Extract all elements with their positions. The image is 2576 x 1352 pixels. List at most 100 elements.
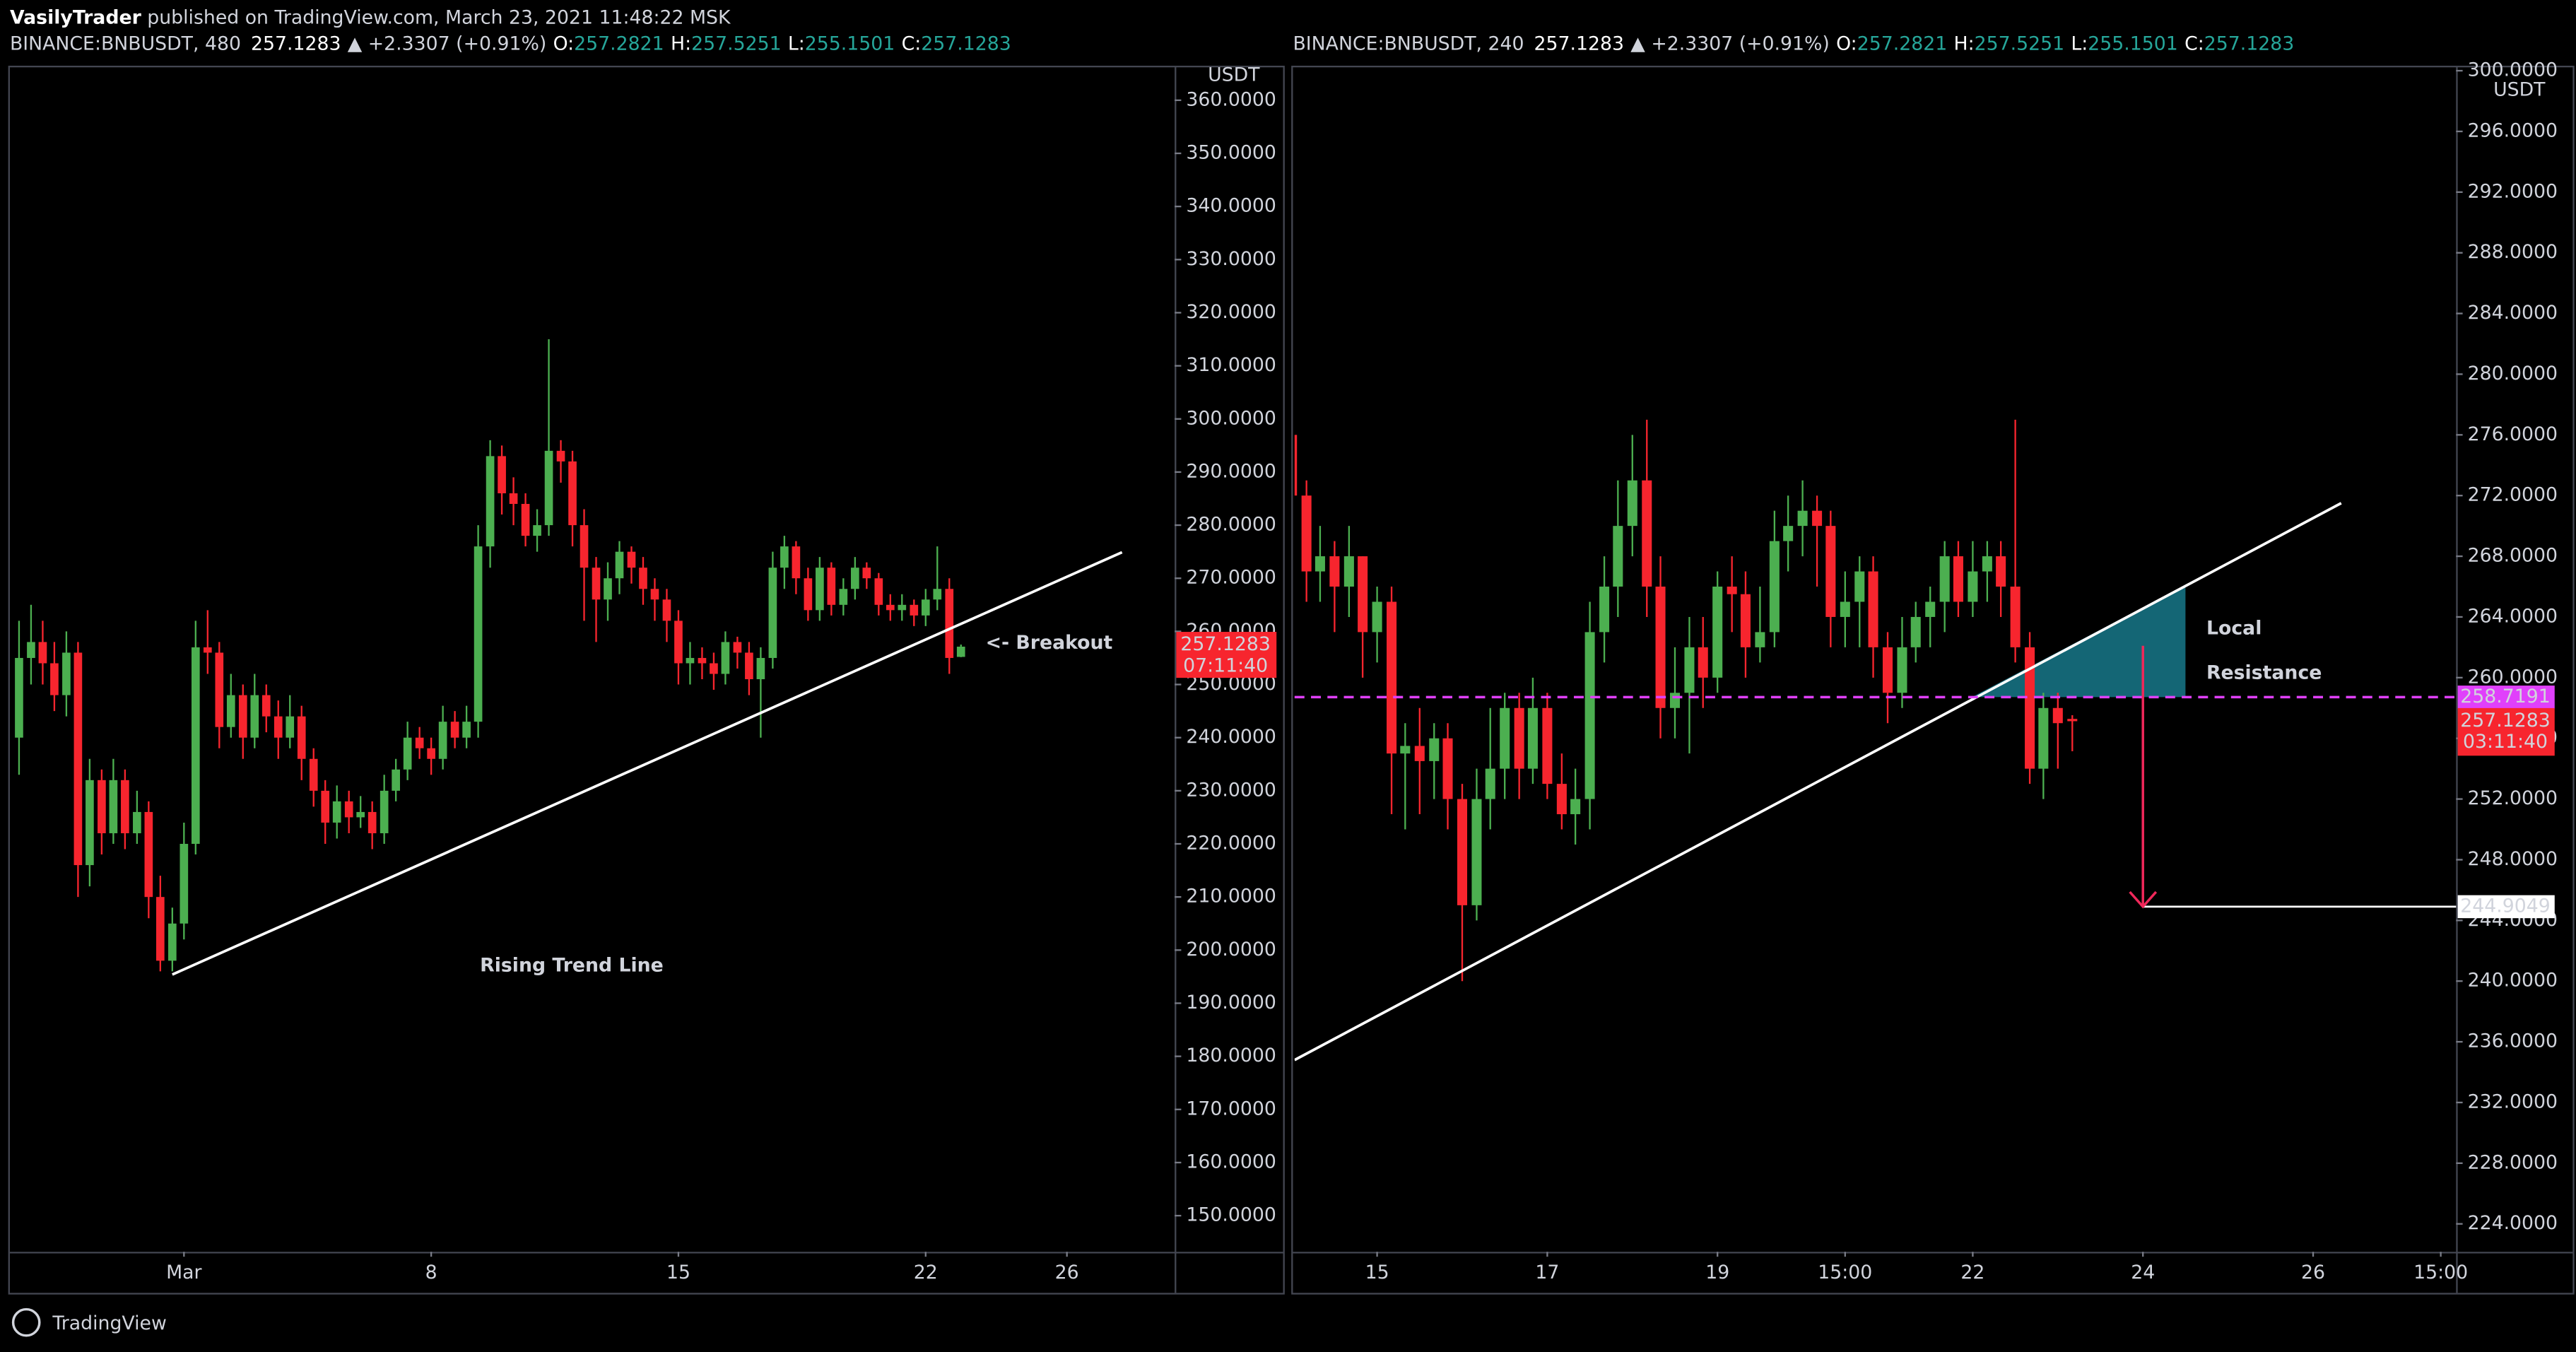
- candle-body: [415, 737, 424, 748]
- candle-body: [1527, 707, 1538, 769]
- y-tick-label: 252.0000: [2468, 787, 2558, 809]
- candle-body: [1840, 601, 1850, 617]
- x-tick-label: 22: [914, 1262, 938, 1283]
- candle-body: [2025, 647, 2035, 769]
- y-tick-label: 272.0000: [2468, 484, 2558, 506]
- candle-body: [756, 657, 765, 680]
- y-tick-label: 248.0000: [2468, 848, 2558, 870]
- y-tick-label: 228.0000: [2468, 1151, 2558, 1173]
- ohlc-value: 255.1501: [805, 33, 895, 54]
- ohlc-label: L:: [788, 33, 805, 54]
- last-price-box: [1176, 632, 1277, 678]
- candle-body: [1556, 784, 1567, 815]
- ohlc-label: H:: [671, 33, 691, 54]
- candle-body: [156, 897, 165, 961]
- y-tick-label: 150.0000: [1186, 1204, 1276, 1226]
- brand-logo[interactable]: TradingView: [11, 1307, 167, 1337]
- candle-body: [1812, 510, 1823, 527]
- candle-body: [1755, 632, 1765, 647]
- candle-body: [474, 546, 483, 722]
- candle-body: [568, 461, 577, 526]
- x-tick-label: 19: [1705, 1262, 1729, 1283]
- candle-body: [945, 589, 954, 658]
- chart-header: BINANCE:BNBUSDT, 480 257.1283 ▲ +2.3307 (+…: [10, 33, 1011, 54]
- candle-body: [438, 722, 447, 759]
- candle-body: [380, 790, 389, 833]
- y-tick-label: 190.0000: [1186, 992, 1276, 1013]
- candle-body: [309, 758, 318, 791]
- ohlc-label: H:: [1954, 33, 1975, 54]
- candle-body: [1500, 707, 1510, 769]
- candle-body: [133, 811, 141, 833]
- ohlc-value: 255.1501: [2088, 33, 2178, 54]
- candle-body: [1613, 526, 1623, 587]
- x-tick-label: 22: [1960, 1262, 1984, 1283]
- candle-body: [839, 589, 848, 605]
- x-tick-label: 15:00: [1818, 1262, 1872, 1283]
- candle-body: [1727, 587, 1737, 594]
- x-tick-label: 15: [666, 1262, 690, 1283]
- candle-body: [1442, 738, 1453, 799]
- y-tick-label: 224.0000: [2468, 1212, 2558, 1234]
- x-tick-label: 26: [1055, 1262, 1079, 1283]
- candle-body: [1797, 510, 1808, 527]
- y-tick-label: 260.0000: [2468, 666, 2558, 688]
- last-price-label: 257.1283: [2460, 710, 2551, 731]
- candle-body: [1294, 435, 1298, 496]
- candle-body: [367, 811, 377, 833]
- y-tick-label: 288.0000: [2468, 241, 2558, 263]
- y-tick-label: 300.0000: [2468, 59, 2558, 81]
- axis-unit: USDT: [1208, 64, 1260, 86]
- candle-body: [816, 568, 824, 611]
- candle-body: [392, 769, 400, 791]
- candle-body: [592, 568, 601, 600]
- candle-body: [874, 578, 883, 605]
- candle-body: [1996, 556, 2006, 587]
- x-tick-label: 15: [1365, 1262, 1389, 1283]
- candle-body: [73, 652, 83, 866]
- candle-body: [356, 811, 365, 818]
- candle-body: [768, 568, 777, 658]
- y-tick-label: 264.0000: [2468, 605, 2558, 627]
- candle-body: [38, 642, 47, 664]
- candle-body: [509, 493, 518, 505]
- annotation: Rising Trend Line: [480, 954, 664, 976]
- logo-icon: [11, 1307, 41, 1337]
- y-tick-label: 170.0000: [1186, 1098, 1276, 1119]
- candle-body: [180, 844, 189, 924]
- candle-body: [427, 748, 435, 759]
- ohlc-label: O:: [553, 33, 575, 54]
- candle-body: [1882, 647, 1893, 693]
- candle-body: [1868, 571, 1878, 647]
- candle-body: [62, 652, 71, 695]
- author: VasilyTrader: [10, 6, 142, 28]
- y-tick-label: 330.0000: [1186, 248, 1276, 270]
- candle-body: [1642, 480, 1652, 587]
- candle-body: [710, 663, 718, 674]
- candle-body: [27, 642, 35, 658]
- candle-body: [933, 589, 942, 600]
- candle-body: [556, 450, 565, 462]
- candle-body: [144, 811, 153, 898]
- candle-body: [1968, 571, 1978, 602]
- resistance-label: 258.7191: [2460, 686, 2551, 707]
- candle-body: [321, 790, 330, 823]
- candle-body: [1387, 601, 1397, 754]
- candle-body: [1698, 647, 1708, 678]
- candle-body: [804, 578, 813, 611]
- y-tick-label: 236.0000: [2468, 1030, 2558, 1052]
- change: ▲ +2.3307 (+0.91%): [348, 33, 547, 54]
- candle-body: [721, 642, 730, 674]
- x-tick-label: 8: [425, 1262, 437, 1283]
- candle-body: [627, 551, 636, 568]
- y-tick-label: 360.0000: [1186, 88, 1276, 110]
- candle-body: [1400, 746, 1411, 754]
- y-tick-label: 230.0000: [1186, 779, 1276, 801]
- x-tick-label: 17: [1535, 1262, 1559, 1283]
- y-tick-label: 160.0000: [1186, 1151, 1276, 1172]
- candle-body: [827, 568, 836, 605]
- candle-body: [15, 657, 23, 738]
- y-tick-label: 350.0000: [1186, 141, 1276, 163]
